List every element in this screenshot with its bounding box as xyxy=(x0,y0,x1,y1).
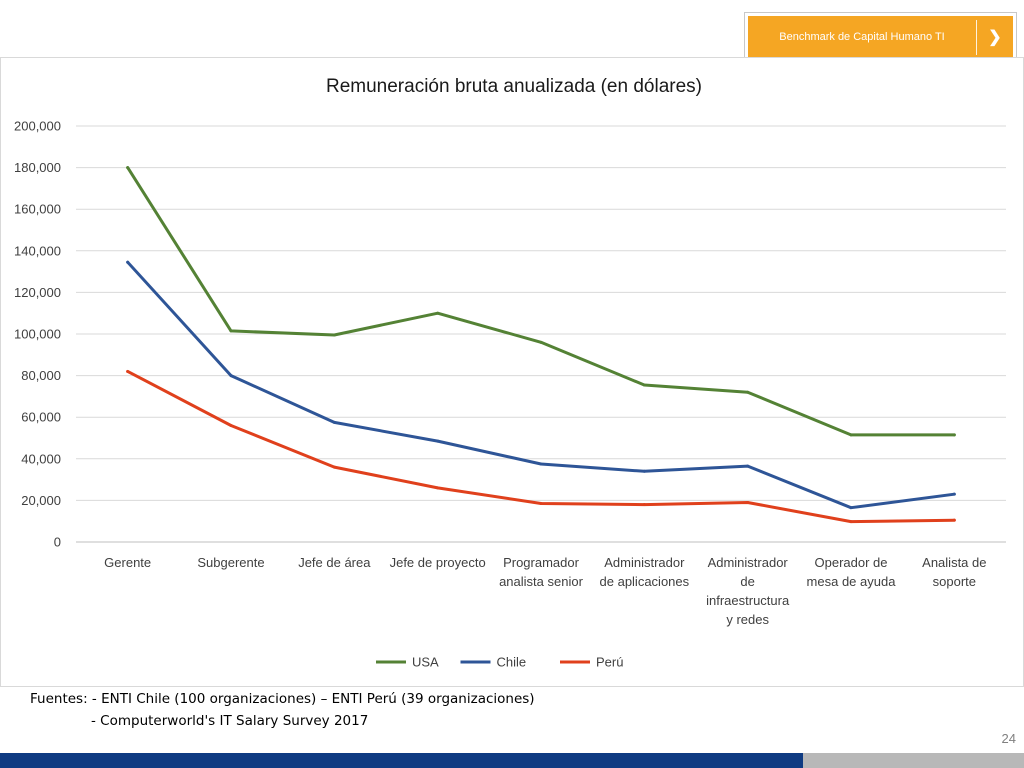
y-axis-ticks: 0 20,000 40,000 60,000 80,000 100,000 120,000 1… xyxy=(14,119,61,550)
sources-line-1: Fuentes: - ENTI Chile (100 organizacione… xyxy=(30,691,535,707)
data-point-chile xyxy=(126,260,130,264)
x-tick-label: Administrador de infraestructura y redes xyxy=(706,555,790,627)
data-point-perú xyxy=(539,502,543,506)
y-tick-label: 20,000 xyxy=(21,493,61,508)
data-point-perú xyxy=(746,500,750,504)
x-tick-label: Programador analista senior xyxy=(499,555,583,589)
data-point-usa xyxy=(436,311,440,315)
y-tick-label: 180,000 xyxy=(14,160,61,175)
data-point-perú xyxy=(332,465,336,469)
data-point-chile xyxy=(849,506,853,510)
data-point-perú xyxy=(952,518,956,522)
y-tick-label: 120,000 xyxy=(14,285,61,300)
footer-bar-blue xyxy=(0,753,803,768)
top-bar: Benchmark de Capital Humano TI ❯ xyxy=(0,0,1024,63)
data-point-chile xyxy=(952,492,956,496)
data-point-chile xyxy=(436,439,440,443)
data-point-perú xyxy=(849,520,853,524)
x-tick-label: Operador de mesa de ayuda xyxy=(807,555,897,589)
x-tick-label: Administrador de aplicaciones xyxy=(600,555,690,589)
data-point-usa xyxy=(746,390,750,394)
series-lines xyxy=(126,166,956,524)
x-tick-label: Jefe de área xyxy=(298,555,371,570)
data-point-chile xyxy=(229,374,233,378)
sources-line-2: - Computerworld's IT Salary Survey 2017 xyxy=(91,713,369,729)
x-tick-label: Subgerente xyxy=(197,555,264,570)
benchmark-button[interactable]: Benchmark de Capital Humano TI ❯ xyxy=(748,16,1013,59)
data-point-usa xyxy=(332,333,336,337)
data-point-chile xyxy=(746,464,750,468)
y-tick-label: 0 xyxy=(54,535,61,550)
y-tick-label: 160,000 xyxy=(14,202,61,217)
benchmark-button-separator xyxy=(976,20,977,55)
data-point-usa xyxy=(126,166,130,170)
x-tick-label: Jefe de proyecto xyxy=(390,555,486,570)
data-point-chile xyxy=(642,469,646,473)
data-point-perú xyxy=(642,503,646,507)
sources-note: Fuentes: - ENTI Chile (100 organizacione… xyxy=(30,688,535,732)
page-number: 24 xyxy=(1001,731,1016,746)
legend-label: Perú xyxy=(596,655,623,670)
series-line-chile xyxy=(126,260,956,510)
benchmark-button-frame[interactable]: Benchmark de Capital Humano TI ❯ xyxy=(744,12,1017,63)
data-point-perú xyxy=(229,424,233,428)
legend-label: USA xyxy=(412,655,439,670)
y-tick-label: 80,000 xyxy=(21,368,61,383)
x-tick-label: Analista de soporte xyxy=(922,555,986,589)
chart-title: Remuneración bruta anualizada (en dólare… xyxy=(326,76,702,97)
data-point-chile xyxy=(539,462,543,466)
x-tick-label: Gerente xyxy=(104,555,151,570)
data-point-usa xyxy=(539,340,543,344)
grid-lines xyxy=(76,125,1006,543)
legend-label: Chile xyxy=(497,655,527,670)
data-point-usa xyxy=(952,433,956,437)
data-point-chile xyxy=(332,420,336,424)
y-tick-label: 140,000 xyxy=(14,243,61,258)
data-point-usa xyxy=(642,383,646,387)
y-tick-label: 200,000 xyxy=(14,119,61,134)
x-axis-ticks: Gerente Subgerente Jefe de área Jefe de pro… xyxy=(104,555,986,627)
legend: USA Chile Perú xyxy=(376,655,623,670)
chevron-right-icon[interactable]: ❯ xyxy=(988,29,1002,46)
y-tick-label: 60,000 xyxy=(21,410,61,425)
y-tick-label: 100,000 xyxy=(14,327,61,342)
series-line-usa xyxy=(126,166,956,437)
salary-line-chart: Remuneración bruta anualizada (en dólare… xyxy=(14,76,1006,670)
footer-bar-gray xyxy=(803,753,1024,768)
data-point-perú xyxy=(436,486,440,490)
data-point-perú xyxy=(126,369,130,373)
data-point-usa xyxy=(849,433,853,437)
data-point-usa xyxy=(229,329,233,333)
benchmark-button-label: Benchmark de Capital Humano TI xyxy=(779,31,945,43)
y-tick-label: 40,000 xyxy=(21,451,61,466)
chart-container: Remuneración bruta anualizada (en dólare… xyxy=(0,57,1024,687)
